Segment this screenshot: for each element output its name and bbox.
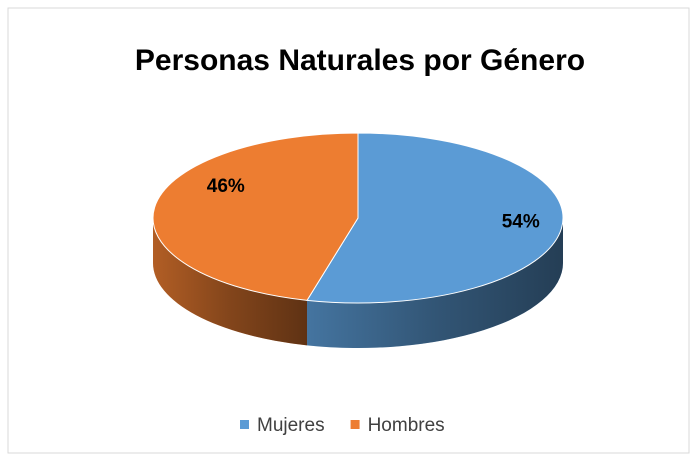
pie-side-shade [153, 218, 308, 346]
pie-slice [152, 132, 359, 301]
data-label: 46% [207, 176, 245, 197]
chart-title: Personas Naturales por Género [135, 44, 585, 77]
legend-marker [240, 420, 249, 429]
legend-label: Hombres [368, 415, 445, 436]
legend-marker [350, 420, 360, 429]
pie-slice [306, 132, 564, 304]
data-label: 54% [502, 212, 540, 233]
pie-side-shade [307, 218, 563, 348]
legend-label: Mujeres [257, 415, 325, 436]
